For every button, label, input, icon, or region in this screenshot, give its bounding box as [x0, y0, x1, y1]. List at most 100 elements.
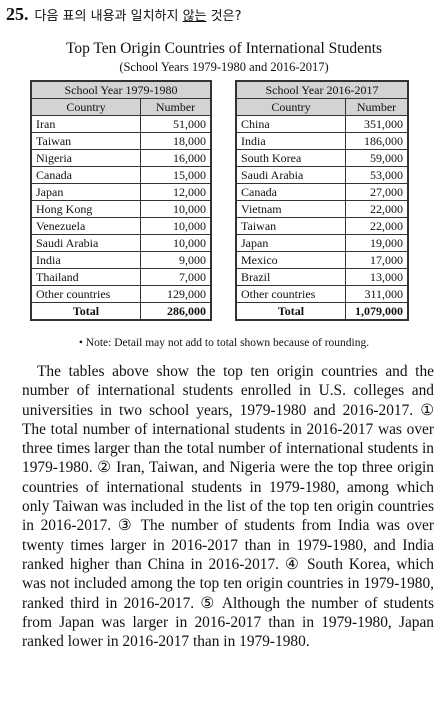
number-cell: 186,000	[345, 132, 408, 150]
passage-option-3: ③ The number of students from India was …	[22, 517, 434, 573]
country-cell: Taiwan	[236, 217, 346, 235]
number-cell: 53,000	[345, 166, 408, 184]
table-heading-row: School Year 1979-1980	[31, 81, 211, 99]
table-row: Canada 27,000	[236, 183, 408, 201]
number-cell: 22,000	[345, 217, 408, 235]
question-text-underlined: 않는	[182, 9, 207, 24]
number-cell: 18,000	[140, 132, 211, 150]
number-cell: 129,000	[140, 285, 211, 303]
table-row: Brazil 13,000	[236, 268, 408, 286]
total-label: Total	[31, 302, 141, 320]
number-cell: 16,000	[140, 149, 211, 167]
table-row: South Korea 59,000	[236, 149, 408, 167]
column-header-country: Country	[31, 98, 141, 116]
number-cell: 7,000	[140, 268, 211, 286]
table-row: India 186,000	[236, 132, 408, 150]
table-subtitle: (School Years 1979-1980 and 2016-2017)	[119, 60, 329, 74]
country-cell: Saudi Arabia	[31, 234, 141, 252]
country-cell: Other countries	[31, 285, 141, 303]
total-row: Total 1,079,000	[236, 302, 408, 320]
country-cell: Canada	[236, 183, 346, 201]
passage-intro: The tables above show the top ten origin…	[22, 363, 434, 419]
table-row: China 351,000	[236, 115, 408, 133]
table-row: Nigeria 16,000	[31, 149, 211, 167]
rounding-note: • Note: Detail may not add to total show…	[78, 337, 370, 349]
number-cell: 10,000	[140, 217, 211, 235]
table-row: Thailand 7,000	[31, 268, 211, 286]
country-cell: Thailand	[31, 268, 141, 286]
passage-option-2: ② Iran, Taiwan, and Nigeria were the top…	[22, 459, 434, 535]
school-year-heading: School Year 1979-1980	[31, 81, 211, 99]
table-row: Taiwan 18,000	[31, 132, 211, 150]
table-row: Japan 12,000	[31, 183, 211, 201]
number-cell: 13,000	[345, 268, 408, 286]
number-cell: 22,000	[345, 200, 408, 218]
passage: The tables above show the top ten origin…	[22, 362, 434, 651]
country-cell: India	[31, 251, 141, 269]
table-row: Vietnam 22,000	[236, 200, 408, 218]
question-number: 25.	[6, 4, 29, 24]
country-cell: Venezuela	[31, 217, 141, 235]
table-row: Other countries 129,000	[31, 285, 211, 303]
country-cell: China	[236, 115, 346, 133]
table-row: Taiwan 22,000	[236, 217, 408, 235]
question-text-after: 것은?	[206, 9, 242, 24]
number-cell: 311,000	[345, 285, 408, 303]
total-value: 1,079,000	[345, 302, 408, 320]
passage-option-1: ① The total number of international stud…	[22, 401, 434, 477]
school-year-heading: School Year 2016-2017	[236, 81, 408, 99]
total-row: Total 286,000	[31, 302, 211, 320]
question-text: 다음 표의 내용과 일치하지 않는 것은?	[35, 9, 242, 24]
table-row: Saudi Arabia 53,000	[236, 166, 408, 184]
table-row: Hong Kong 10,000	[31, 200, 211, 218]
country-cell: Taiwan	[31, 132, 141, 150]
number-cell: 51,000	[140, 115, 211, 133]
column-header-number: Number	[140, 98, 211, 116]
table-1979-1980: School Year 1979-1980 Country Number Iran 51…	[30, 80, 212, 321]
number-cell: 17,000	[345, 251, 408, 269]
column-header-country: Country	[236, 98, 346, 116]
table-row: Saudi Arabia 10,000	[31, 234, 211, 252]
number-cell: 27,000	[345, 183, 408, 201]
country-cell: Hong Kong	[31, 200, 141, 218]
total-value: 286,000	[140, 302, 211, 320]
passage-option-4: ④ South Korea, which was not included am…	[22, 555, 435, 612]
table-row: India 9,000	[31, 251, 211, 269]
table-row: Mexico 17,000	[236, 251, 408, 269]
country-cell: Canada	[31, 166, 141, 184]
country-cell: Saudi Arabia	[236, 166, 346, 184]
number-cell: 10,000	[140, 234, 211, 252]
country-cell: Mexico	[236, 251, 346, 269]
number-cell: 9,000	[140, 251, 211, 269]
number-cell: 59,000	[345, 149, 408, 167]
country-cell: Brazil	[236, 268, 346, 286]
country-cell: Nigeria	[31, 149, 141, 167]
total-label: Total	[236, 302, 346, 320]
column-header-row: Country Number	[236, 98, 408, 116]
table-2016-2017: School Year 2016-2017 Country Number China 3…	[235, 80, 409, 321]
table-row: Japan 19,000	[236, 234, 408, 252]
table-row: Venezuela 10,000	[31, 217, 211, 235]
number-cell: 15,000	[140, 166, 211, 184]
country-cell: India	[236, 132, 346, 150]
number-cell: 10,000	[140, 200, 211, 218]
table-row: Other countries 311,000	[236, 285, 408, 303]
country-cell: South Korea	[236, 149, 346, 167]
country-cell: Japan	[236, 234, 346, 252]
country-cell: Vietnam	[236, 200, 346, 218]
number-cell: 12,000	[140, 183, 211, 201]
table-row: Canada 15,000	[31, 166, 211, 184]
country-cell: Japan	[31, 183, 141, 201]
table-heading-row: School Year 2016-2017	[236, 81, 408, 99]
question-header: 25. 다음 표의 내용과 일치하지 않는 것은?	[6, 4, 241, 25]
country-cell: Other countries	[236, 285, 346, 303]
passage-option-5: ⑤ Although the number of students from J…	[22, 594, 434, 651]
table-row: Iran 51,000	[31, 115, 211, 133]
country-cell: Iran	[31, 115, 141, 133]
table-title: Top Ten Origin Countries of Internationa…	[65, 40, 383, 57]
column-header-row: Country Number	[31, 98, 211, 116]
column-header-number: Number	[345, 98, 408, 116]
question-text-before: 다음 표의 내용과 일치하지	[34, 9, 183, 24]
number-cell: 19,000	[345, 234, 408, 252]
